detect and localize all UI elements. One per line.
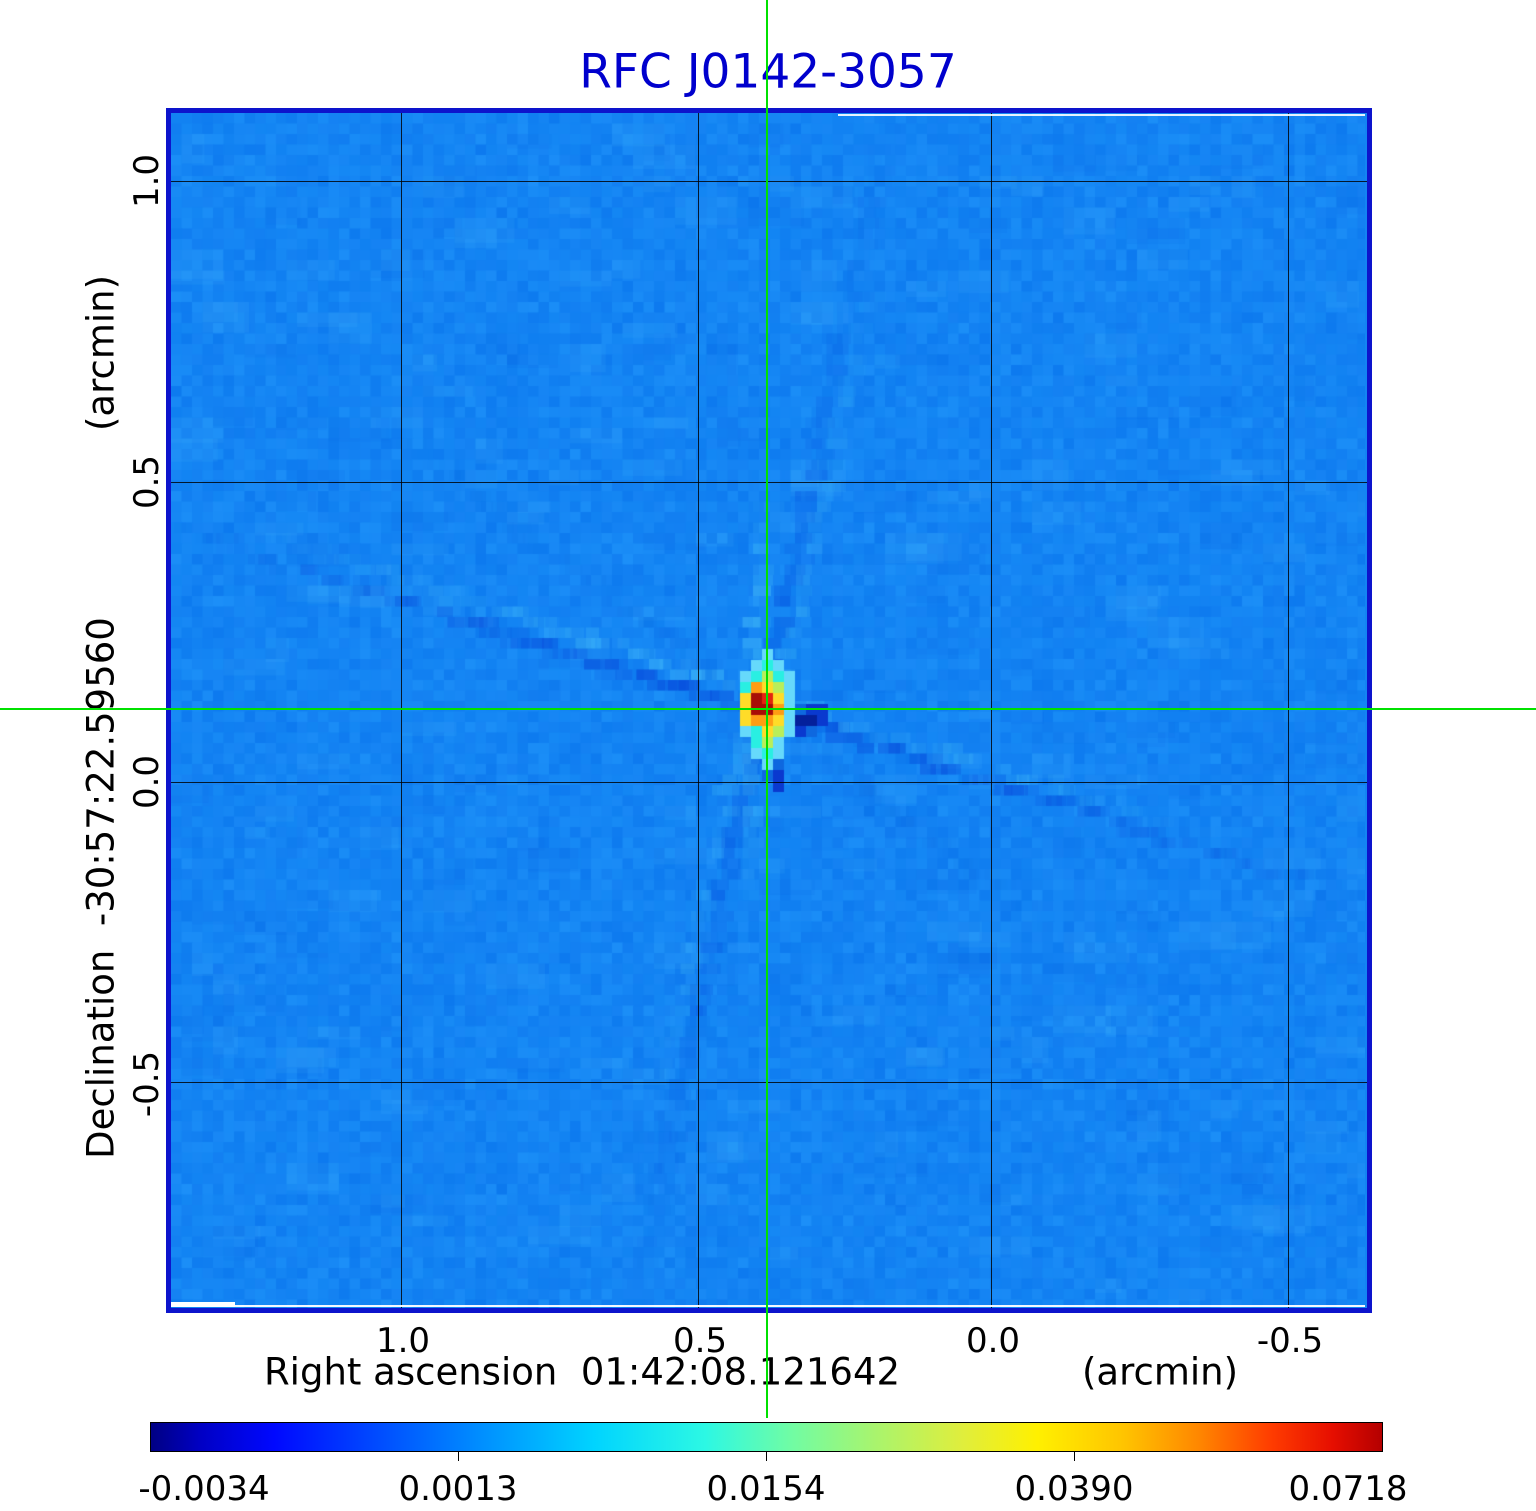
colorbar-label-4: 0.0718 [1288, 1469, 1408, 1509]
x-axis-unit-label: (arcmin) [1081, 1350, 1239, 1394]
figure-title: RFC J0142-3057 [579, 44, 957, 100]
x-axis-tick-0: 1.0 [375, 1321, 431, 1361]
grid-line-h-0.5 [171, 482, 1367, 483]
grid-line-v-0.5 [698, 113, 699, 1308]
x-axis-title: Right ascension 01:42:08.121642 [263, 1350, 901, 1394]
colorbar-label-1: 0.0013 [398, 1469, 518, 1509]
colorbar-tick-3 [1074, 1452, 1075, 1461]
grid-line-h-1.0 [171, 181, 1367, 182]
edge-artifact-line-bottom [171, 1305, 1365, 1307]
colorbar-label-0: -0.0034 [138, 1469, 270, 1509]
colorbar-label-2: 0.0154 [706, 1469, 826, 1509]
sky-map-plot [166, 108, 1372, 1313]
y-axis-unit-label: (arcmin) [79, 274, 123, 432]
y-axis-tick-2: 0.0 [127, 754, 167, 810]
y-axis-tick-1: 0.5 [127, 454, 167, 510]
colorbar-tick-1 [458, 1452, 459, 1461]
grid-line-h-0.0 [171, 782, 1367, 783]
edge-artifact-segment-bottom-left [171, 1302, 235, 1307]
grid-line-h--0.5 [171, 1082, 1367, 1083]
sky-map-canvas [171, 113, 1365, 1308]
y-axis-title: Declination -30:57:22.59560 [79, 617, 123, 1159]
grid-line-v-0.0 [991, 113, 992, 1308]
y-axis-tick-0: 1.0 [127, 153, 167, 209]
crosshair-horizontal-line [0, 708, 1536, 710]
colorbar-tick-2 [766, 1452, 767, 1461]
x-axis-tick-1: 0.5 [672, 1321, 728, 1361]
edge-artifact-line-top [838, 114, 1365, 116]
grid-line-v--0.5 [1288, 113, 1289, 1308]
y-axis-tick-3: -0.5 [127, 1050, 167, 1118]
grid-line-v-1.0 [401, 113, 402, 1308]
x-axis-tick-3: -0.5 [1256, 1321, 1324, 1361]
x-axis-tick-2: 0.0 [965, 1321, 1021, 1361]
colorbar-gradient [150, 1422, 1383, 1452]
colorbar-label-3: 0.0390 [1014, 1469, 1134, 1509]
